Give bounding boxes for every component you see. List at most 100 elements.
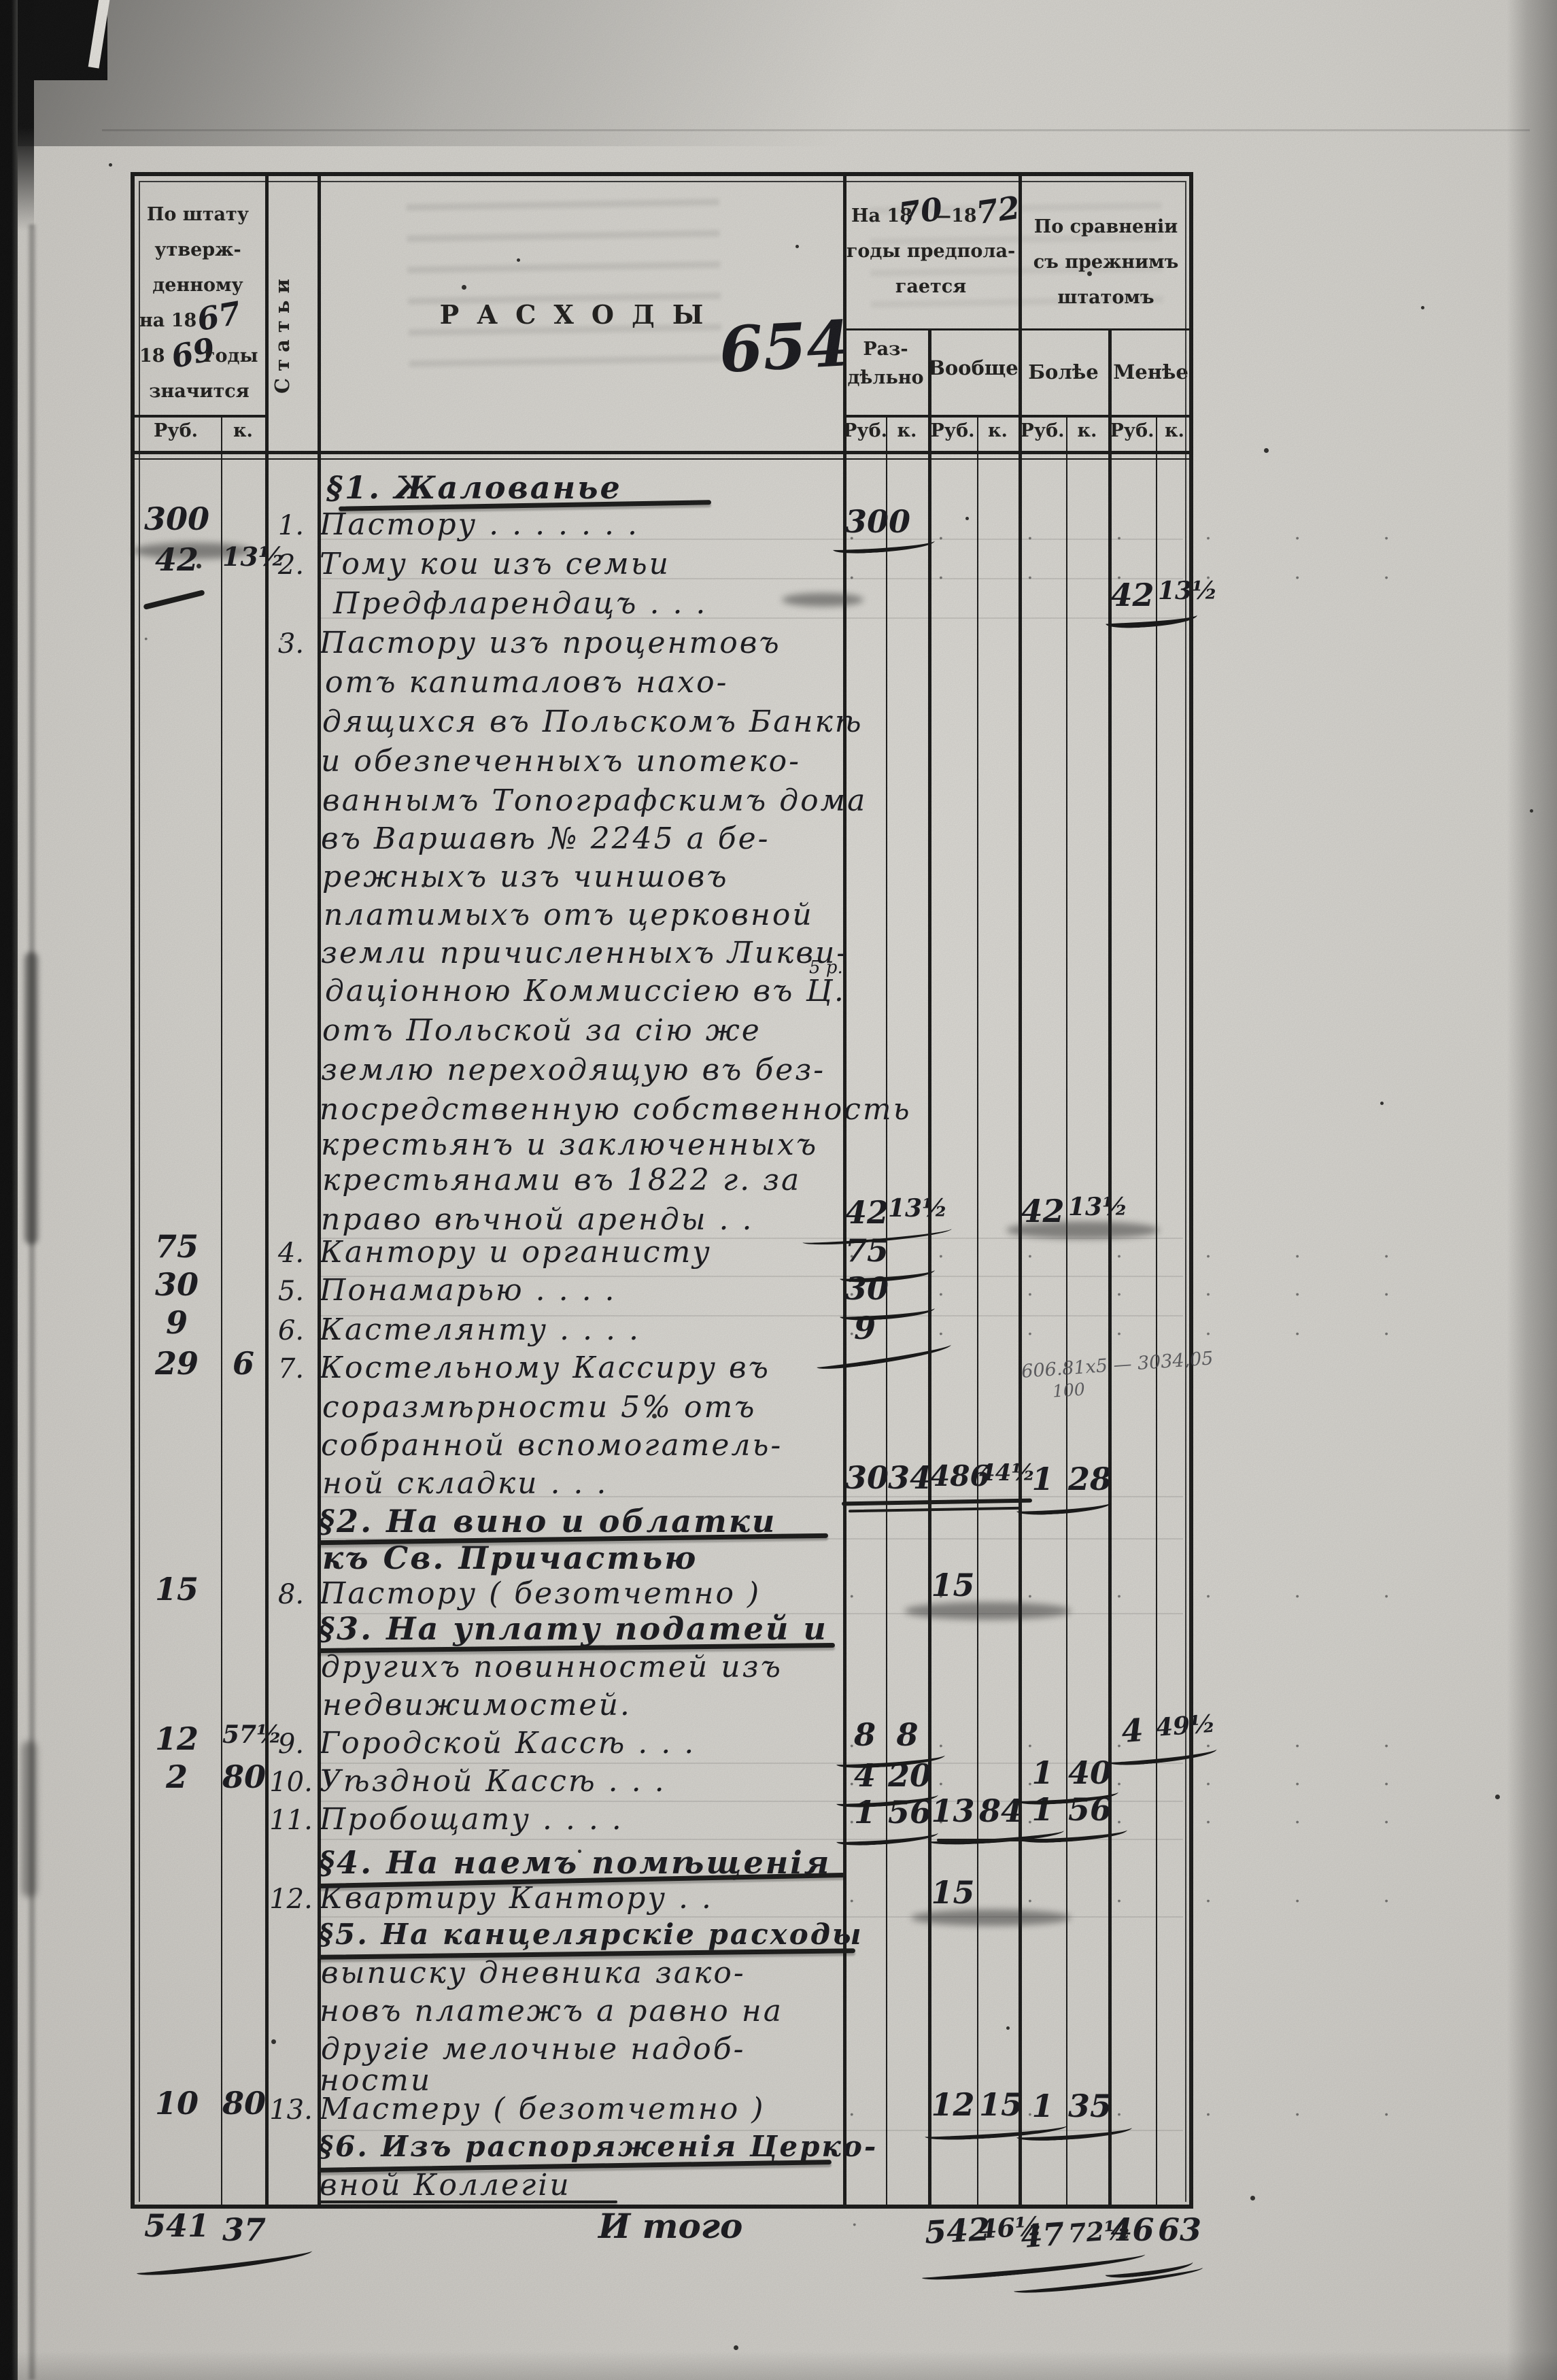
handwritten-line: земли причисленныхъ Ликви- (321, 936, 849, 970)
article-number: 12. (269, 1884, 313, 1915)
amount-cell: 9 (165, 1304, 188, 1341)
ink-smear (904, 1602, 1071, 1620)
amount-cell: 300 (143, 500, 210, 537)
shtat-caption: на 18 (139, 310, 197, 331)
amount-cell: 15 (931, 1874, 975, 1911)
ink-underline (848, 1506, 1023, 1513)
amount-cell: 34 (888, 1459, 932, 1496)
kop-label: к. (897, 420, 917, 441)
kop-label: к. (1077, 420, 1097, 441)
scan-shadow-top (0, 0, 1557, 146)
shtat-caption: По штату (146, 204, 250, 225)
handwritten-line: соразмѣрности 5% отъ (322, 1390, 757, 1425)
article-number: 8. (277, 1579, 305, 1610)
amount-cell: 47 (1019, 2215, 1066, 2256)
amount-cell: 63 (1158, 2211, 1202, 2248)
handwritten-line: и обезпеченныхъ ипотеко- (321, 744, 801, 779)
menee-header: Менѣе (1113, 360, 1188, 384)
crease-blob (22, 1741, 37, 1897)
ditto-dots: . . (143, 622, 346, 645)
amount-cell: 49½ (1154, 1709, 1216, 1742)
section-underline (318, 2200, 617, 2203)
handwritten-line: отъ Польской за сію же (322, 1013, 762, 1048)
amount-cell: 40 (1068, 1754, 1112, 1791)
handwritten-line: Мастеру ( безотчетно ) (320, 2092, 766, 2126)
handwritten-line: Пастору ( безотчетно ) (320, 1576, 762, 1611)
compare-caption: По сравненіи (1033, 216, 1178, 237)
amount-cell: 15 (931, 1567, 975, 1603)
table-border-top (131, 172, 1193, 176)
handwritten-line: ваннымъ Топографскимъ дома (322, 783, 868, 818)
page-crease (27, 224, 37, 2380)
article-number: 4. (277, 1238, 305, 1269)
handwritten-line: другихъ повинностей изъ (321, 1650, 783, 1684)
amount-cell: 13 (931, 1792, 975, 1829)
handwritten-line: крестьянъ и заключенныхъ (321, 1127, 819, 1162)
amount-cell: 28 (1068, 1461, 1112, 1497)
section-heading: §1. Жалованье (326, 469, 622, 506)
handwritten-line: право вѣчной аренды . . (321, 1202, 754, 1237)
section-heading: §6. Изъ распоряженія Церко- (318, 2130, 878, 2163)
table-inner-top (139, 181, 1186, 182)
amount-cell: 46½ (978, 2210, 1043, 2245)
header-line (843, 415, 1193, 418)
pencil-note: 100 (1052, 1379, 1086, 1401)
rub-label: Руб. (154, 420, 198, 441)
ditto-dots: . . . . . . . (849, 521, 1428, 545)
amount-cell: 542 (923, 2211, 991, 2251)
shtat-caption: денному (152, 275, 243, 296)
handwritten-line: режныхъ изъ чиншовъ (322, 860, 729, 894)
handwritten-line: отъ капиталовъ нахо- (325, 665, 729, 700)
handwritten-line: Пастору . . . . . . . (320, 507, 639, 542)
bleed-through-ghost (406, 196, 723, 392)
amount-cell: 12 (931, 2086, 975, 2123)
handwritten-line: посредственную собственность (320, 1092, 912, 1127)
amount-cell: 57½ (222, 1720, 282, 1749)
amount-cell: 4 (1120, 1711, 1145, 1750)
handwritten-line: новъ платежъ а равно на (320, 1994, 783, 2028)
article-number: 10. (269, 1767, 313, 1798)
article-number: 6. (277, 1315, 305, 1346)
article-number: 13. (269, 2094, 313, 2126)
ditto-dots: . . . . . . . (849, 1767, 1428, 1790)
ink-smear (782, 593, 863, 607)
amount-cell: 37 (222, 2211, 267, 2248)
header-bottom-line (131, 451, 1193, 454)
amount-cell: 30 (845, 1459, 889, 1496)
plan-caption: гается (895, 276, 967, 297)
right-edge-shadow (1507, 0, 1557, 2380)
amount-cell: 44½ (979, 1459, 1036, 1486)
handwritten-line: ной складки . . . (322, 1466, 609, 1501)
header-bottom-line2 (131, 458, 1193, 460)
shtat-caption: 18 (139, 345, 165, 367)
amount-cell: 13½ (1158, 577, 1218, 605)
amount-cell: 1 (1031, 1754, 1054, 1791)
amount-cell: 15 (154, 1571, 199, 1608)
rub-label: Руб. (1020, 420, 1065, 441)
handwritten-line: крестьянами въ 1822 г. за (322, 1163, 802, 1197)
plan-caption: годы предпола- (846, 241, 1016, 262)
rub-label: Руб. (930, 420, 975, 441)
amount-cell: 300 (845, 503, 911, 540)
handwritten-line: Понамарью . . . . (320, 1273, 617, 1308)
voobshche-header: Вообще (928, 356, 1019, 379)
article-number: 7. (277, 1353, 305, 1384)
handwritten-line: въ Варшавѣ № 2245 а бе- (321, 821, 770, 856)
shtat-caption: утверж- (154, 239, 241, 260)
amount-cell: 2 (165, 1758, 188, 1795)
handwritten-line: Городской Кассѣ . . . (320, 1726, 696, 1761)
handwritten-line: Кастелянту . . . . (320, 1312, 640, 1347)
handwritten-line: Уѣздной Кассѣ . . . (320, 1764, 666, 1799)
amount-cell: 84 (979, 1792, 1023, 1829)
ink-smear (1006, 1221, 1159, 1239)
table-inner-left (139, 181, 140, 2202)
page-number: 654 (717, 307, 852, 387)
handwritten-line: собранной вспомогатель- (321, 1428, 783, 1463)
amount-cell: 541 (143, 2207, 210, 2244)
amount-cell: 486 (930, 1459, 990, 1493)
handwritten-line: Кантору и органисту (320, 1235, 712, 1270)
fold-line (102, 129, 1530, 131)
ditto-dots: . . . . . . . (849, 1316, 1428, 1340)
amount-cell: 80 (222, 2085, 267, 2122)
amount-cell: 30 (154, 1266, 199, 1303)
